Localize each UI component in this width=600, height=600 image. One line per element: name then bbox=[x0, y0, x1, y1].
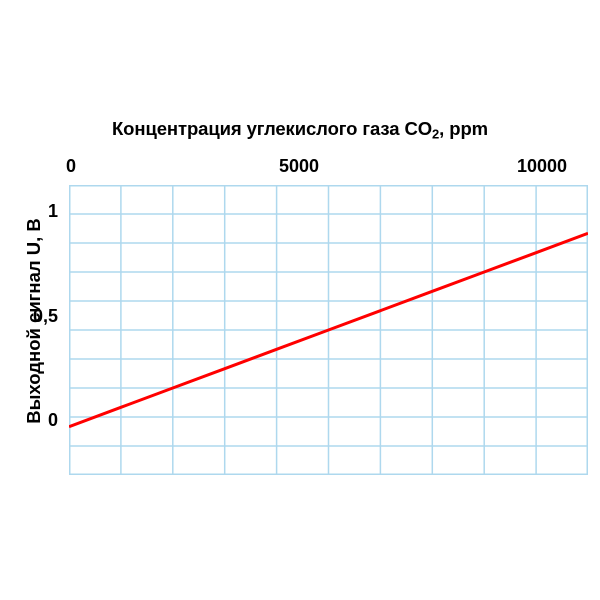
x-tick-label-0: 0 bbox=[66, 156, 77, 176]
y-tick-label-0: 0 bbox=[47, 410, 58, 430]
chart-title: Концентрация углекислого газа CO2, ppm bbox=[0, 118, 600, 142]
data-line-series bbox=[69, 231, 588, 429]
chart-title-subscript: 2 bbox=[432, 126, 440, 142]
grid-lines bbox=[69, 185, 588, 475]
y-tick-label-0.5: 0,5 bbox=[32, 306, 58, 326]
plot-svg bbox=[69, 185, 588, 475]
y-tick-label-1: 1 bbox=[47, 201, 58, 221]
x-tick-label-10000: 10000 bbox=[517, 156, 568, 176]
data-series-group bbox=[69, 231, 588, 429]
chart-title-tail: , ppm bbox=[439, 118, 489, 139]
x-tick-label-5000: 5000 bbox=[279, 156, 320, 176]
plot-area bbox=[69, 185, 588, 475]
chart-title-main: Концентрация углекислого газа CO bbox=[111, 118, 433, 139]
